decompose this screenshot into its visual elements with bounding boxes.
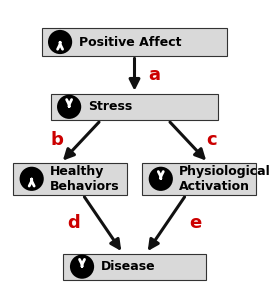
Text: d: d (68, 214, 80, 232)
Ellipse shape (20, 167, 44, 191)
Ellipse shape (149, 167, 173, 191)
Text: e: e (189, 214, 201, 232)
Text: b: b (51, 131, 63, 149)
Text: Healthy
Behaviors: Healthy Behaviors (50, 165, 120, 193)
Text: Stress: Stress (88, 100, 132, 113)
Ellipse shape (70, 254, 94, 279)
Ellipse shape (57, 95, 81, 119)
Text: c: c (207, 131, 217, 149)
Text: Positive Affect: Positive Affect (79, 35, 181, 49)
Text: Disease: Disease (101, 260, 155, 273)
FancyBboxPatch shape (63, 254, 206, 280)
FancyBboxPatch shape (41, 28, 228, 56)
Text: Physiological
Activation: Physiological Activation (179, 165, 269, 193)
FancyBboxPatch shape (51, 94, 218, 120)
Text: a: a (148, 65, 160, 83)
FancyBboxPatch shape (13, 163, 127, 195)
Ellipse shape (48, 30, 72, 54)
FancyBboxPatch shape (142, 163, 256, 195)
